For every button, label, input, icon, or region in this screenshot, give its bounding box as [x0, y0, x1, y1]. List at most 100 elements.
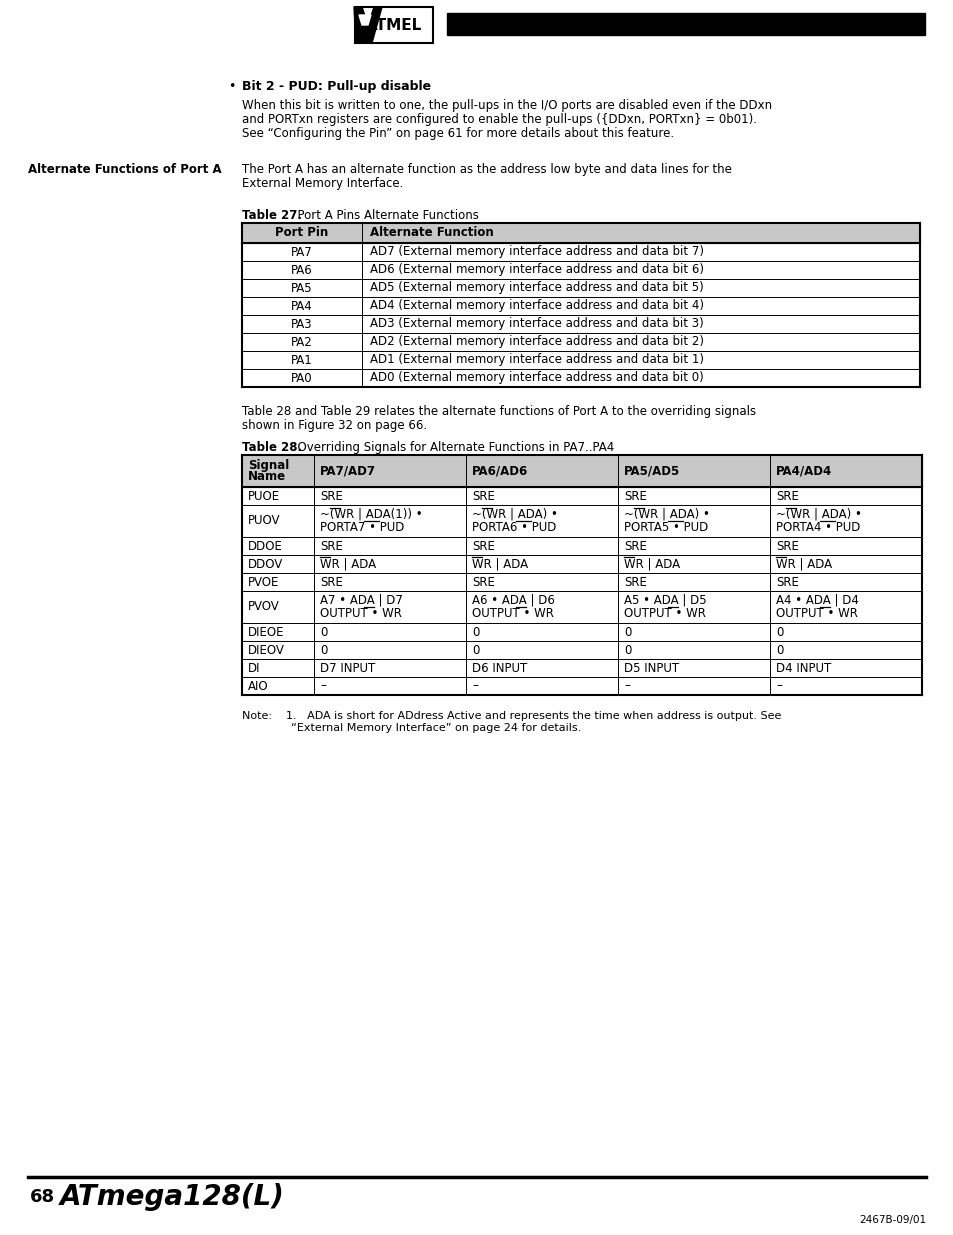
Text: OUTPUT • WR: OUTPUT • WR [775, 606, 857, 620]
Text: OUTPUT • WR: OUTPUT • WR [472, 606, 554, 620]
Text: SRE: SRE [775, 576, 798, 589]
Text: 0: 0 [775, 625, 782, 638]
Text: AD3 (External memory interface address and data bit 3): AD3 (External memory interface address a… [370, 317, 703, 331]
Text: D6 INPUT: D6 INPUT [472, 662, 527, 674]
Text: ~(WR | ADA(1)) •: ~(WR | ADA(1)) • [319, 508, 422, 521]
Text: PA4: PA4 [291, 300, 313, 312]
FancyBboxPatch shape [355, 7, 433, 43]
Text: PUOE: PUOE [248, 489, 280, 503]
Text: SRE: SRE [472, 489, 495, 503]
Text: DDOE: DDOE [248, 540, 283, 552]
Text: SRE: SRE [623, 576, 646, 589]
Text: WR | ADA: WR | ADA [472, 557, 528, 571]
Text: SRE: SRE [319, 489, 342, 503]
Text: OUTPUT • WR: OUTPUT • WR [319, 606, 401, 620]
Bar [242, 224, 919, 243]
Text: See “Configuring the Pin” on page 61 for more details about this feature.: See “Configuring the Pin” on page 61 for… [242, 127, 674, 140]
Text: –: – [775, 679, 781, 693]
Text: WR | ADA: WR | ADA [623, 557, 679, 571]
Text: ATMEL: ATMEL [366, 17, 421, 32]
Text: External Memory Interface.: External Memory Interface. [242, 177, 403, 190]
Text: D5 INPUT: D5 INPUT [623, 662, 679, 674]
Text: D7 INPUT: D7 INPUT [319, 662, 375, 674]
Text: PA0: PA0 [291, 372, 313, 384]
Text: Table 27.: Table 27. [242, 209, 302, 222]
Text: When this bit is written to one, the pull-ups in the I/O ports are disabled even: When this bit is written to one, the pul… [242, 99, 771, 112]
Text: PA1: PA1 [291, 353, 313, 367]
Text: –: – [472, 679, 477, 693]
Text: PA7: PA7 [291, 246, 313, 258]
Text: PA5: PA5 [291, 282, 313, 294]
Text: PA2: PA2 [291, 336, 313, 348]
Text: SRE: SRE [319, 576, 342, 589]
Text: 0: 0 [319, 643, 327, 657]
Text: PORTA6 • PUD: PORTA6 • PUD [472, 521, 556, 534]
Text: A6 • ADA | D6: A6 • ADA | D6 [472, 594, 555, 606]
Text: –: – [623, 679, 629, 693]
Text: ~(WR | ADA) •: ~(WR | ADA) • [623, 508, 709, 521]
Text: Table 28 and Table 29 relates the alternate functions of Port A to the overridin: Table 28 and Table 29 relates the altern… [242, 405, 756, 417]
Text: SRE: SRE [775, 540, 798, 552]
Text: A5 • ADA | D5: A5 • ADA | D5 [623, 594, 706, 606]
Text: WR | ADA: WR | ADA [319, 557, 375, 571]
Text: Note:    1.   ADA is short for ADdress Active and represents the time when addre: Note: 1. ADA is short for ADdress Active… [242, 711, 781, 721]
Text: Signal: Signal [248, 458, 289, 472]
Text: PA6/AD6: PA6/AD6 [472, 464, 528, 478]
Text: A4 • ADA | D4: A4 • ADA | D4 [775, 594, 858, 606]
Text: Bit 2 - PUD: Pull-up disable: Bit 2 - PUD: Pull-up disable [242, 80, 431, 93]
Text: 0: 0 [472, 625, 478, 638]
Text: DI: DI [248, 662, 260, 674]
Text: ATmega128(L): ATmega128(L) [60, 1183, 284, 1212]
Text: Name: Name [248, 471, 286, 483]
Text: PVOV: PVOV [248, 600, 279, 614]
Text: PA4/AD4: PA4/AD4 [775, 464, 831, 478]
Text: 0: 0 [472, 643, 478, 657]
Text: AD2 (External memory interface address and data bit 2): AD2 (External memory interface address a… [370, 336, 703, 348]
Text: –: – [319, 679, 326, 693]
Polygon shape [358, 15, 371, 25]
Text: AD0 (External memory interface address and data bit 0): AD0 (External memory interface address a… [370, 372, 703, 384]
Text: •: • [228, 80, 235, 93]
Text: 0: 0 [319, 625, 327, 638]
Text: SRE: SRE [319, 540, 342, 552]
Bar [242, 454, 921, 487]
Text: AD4 (External memory interface address and data bit 4): AD4 (External memory interface address a… [370, 300, 703, 312]
Text: OUTPUT • WR: OUTPUT • WR [623, 606, 705, 620]
Text: shown in Figure 32 on page 66.: shown in Figure 32 on page 66. [242, 419, 427, 432]
Text: 68: 68 [30, 1188, 55, 1207]
Text: ~(WR | ADA) •: ~(WR | ADA) • [472, 508, 558, 521]
Text: Table 28.: Table 28. [242, 441, 302, 454]
Text: DIEOV: DIEOV [248, 643, 285, 657]
Text: SRE: SRE [472, 540, 495, 552]
Text: SRE: SRE [623, 540, 646, 552]
Text: PA6: PA6 [291, 263, 313, 277]
Text: “External Memory Interface” on page 24 for details.: “External Memory Interface” on page 24 f… [242, 722, 580, 734]
Text: 0: 0 [775, 643, 782, 657]
Bar [447, 14, 924, 35]
Text: PA3: PA3 [291, 317, 313, 331]
Text: AD1 (External memory interface address and data bit 1): AD1 (External memory interface address a… [370, 353, 703, 367]
Text: PORTA4 • PUD: PORTA4 • PUD [775, 521, 860, 534]
Text: 2467B-09/01: 2467B-09/01 [858, 1215, 925, 1225]
Text: PA7/AD7: PA7/AD7 [319, 464, 375, 478]
Text: SRE: SRE [472, 576, 495, 589]
Text: Port A Pins Alternate Functions: Port A Pins Alternate Functions [290, 209, 478, 222]
Polygon shape [354, 7, 381, 43]
Text: AIO: AIO [248, 679, 269, 693]
Text: A7 • ADA | D7: A7 • ADA | D7 [319, 594, 402, 606]
Text: and PORTxn registers are configured to enable the pull-ups ({DDxn, PORTxn} = 0b0: and PORTxn registers are configured to e… [242, 112, 757, 126]
Text: ~(WR | ADA) •: ~(WR | ADA) • [775, 508, 861, 521]
Text: Alternate Function: Alternate Function [370, 226, 494, 240]
Text: PA5/AD5: PA5/AD5 [623, 464, 679, 478]
Text: WR | ADA: WR | ADA [775, 557, 831, 571]
Text: DDOV: DDOV [248, 557, 283, 571]
Text: AD5 (External memory interface address and data bit 5): AD5 (External memory interface address a… [370, 282, 703, 294]
Text: AD6 (External memory interface address and data bit 6): AD6 (External memory interface address a… [370, 263, 703, 277]
Text: PORTA5 • PUD: PORTA5 • PUD [623, 521, 707, 534]
Text: SRE: SRE [623, 489, 646, 503]
Text: Port Pin: Port Pin [275, 226, 328, 240]
Text: PVOE: PVOE [248, 576, 279, 589]
Text: DIEOE: DIEOE [248, 625, 284, 638]
Text: Overriding Signals for Alternate Functions in PA7..PA4: Overriding Signals for Alternate Functio… [290, 441, 614, 454]
Text: 0: 0 [623, 625, 631, 638]
